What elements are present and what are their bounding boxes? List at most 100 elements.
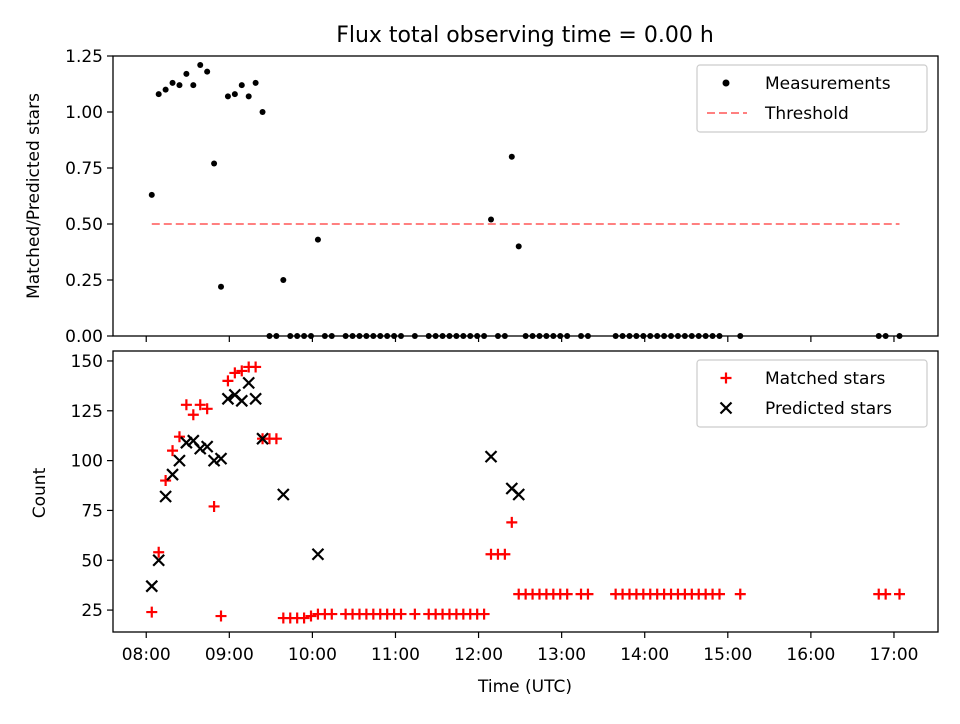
matched-stars-point — [180, 399, 192, 411]
y-tick-label: 0.75 — [65, 159, 103, 179]
x-tick-label: 10:00 — [288, 645, 337, 665]
y-tick-label: 0.25 — [65, 271, 103, 291]
matched-stars-point — [298, 612, 310, 624]
matched-stars-point — [305, 610, 317, 622]
legend-label: Measurements — [765, 74, 891, 94]
y-tick-label: 25 — [81, 601, 103, 621]
legend-measurements-swatch — [722, 79, 730, 87]
matched-stars-point — [478, 608, 490, 620]
predicted-stars-point — [180, 436, 193, 449]
x-tick-label: 12:00 — [454, 645, 503, 665]
legend-label: Threshold — [764, 104, 849, 124]
count-y-axis-label: Count — [30, 467, 50, 518]
predicted-stars-point — [145, 579, 159, 593]
x-tick-label: 15:00 — [703, 645, 752, 665]
measurements-point — [169, 79, 176, 86]
count-y-ticks: 25 50 75 100 125 150 — [71, 352, 113, 621]
ratio-y-ticks: 0.00 0.25 0.50 0.75 1.00 1.25 — [65, 47, 113, 347]
measurements-point — [488, 216, 495, 223]
x-axis-label: Time (UTC) — [477, 677, 572, 697]
ratio-plot-frame — [112, 55, 939, 337]
matched-stars-point — [561, 588, 573, 600]
matched-stars-point — [409, 608, 421, 620]
measurements-point — [162, 86, 169, 93]
matched-stars-point — [229, 367, 241, 379]
measurements-point — [280, 277, 287, 283]
count-legend: Matched stars Predicted stars — [696, 359, 928, 428]
x-tick-label: 09:00 — [205, 645, 254, 665]
matched-stars-point — [880, 588, 892, 600]
x-tick-label: 14:00 — [620, 645, 669, 665]
predicted-stars-point — [249, 392, 262, 406]
legend-matched-stars-swatch — [720, 372, 732, 384]
measurements-point — [197, 61, 204, 68]
y-tick-label: 125 — [71, 402, 103, 422]
measurements-point — [176, 82, 183, 89]
y-tick-label: 75 — [81, 501, 103, 521]
predicted-stars-point — [214, 452, 228, 465]
y-tick-label: 100 — [71, 452, 103, 472]
matched-stars-point — [201, 403, 213, 415]
measurements-point — [211, 160, 218, 167]
measurements-point — [204, 68, 211, 75]
x-tick-label: 08:00 — [122, 645, 171, 665]
x-tick-label: 11:00 — [371, 645, 420, 665]
ratio-legend: Measurements Threshold — [696, 64, 928, 133]
predicted-stars-point — [256, 432, 269, 445]
ratio-panel: Matched/Predicted stars 0.00 0.25 0.50 0.75… — [24, 47, 939, 347]
matched-stars-point — [250, 361, 262, 373]
predicted-stars-point — [152, 553, 165, 567]
count-x-ticks: 08:00 09:00 10:00 11:00 12:00 13:00 14:00 15:00… — [122, 632, 918, 665]
matched-stars-point — [146, 606, 158, 618]
predicted-stars-point — [484, 450, 498, 463]
measurements-point — [148, 191, 155, 198]
y-tick-label: 0.00 — [65, 327, 103, 347]
measurements-point — [238, 82, 245, 89]
matched-stars-point — [167, 445, 179, 457]
matched-stars-point — [894, 588, 906, 600]
predicted-stars-point — [221, 392, 235, 406]
measurements-point — [183, 70, 190, 77]
chart-title: Flux total observing time = 0.00 h — [336, 23, 714, 48]
measurements-point — [190, 82, 197, 89]
matched-stars-point — [270, 433, 282, 445]
legend-box — [696, 64, 928, 133]
measurements-point — [314, 236, 321, 243]
matched-stars-point — [153, 546, 165, 558]
matched-stars-point — [222, 375, 234, 387]
predicted-stars-point — [512, 488, 525, 501]
matched-stars-point — [208, 500, 220, 512]
predicted-stars-point — [207, 454, 221, 467]
predicted-stars-point — [242, 376, 255, 390]
matched-stars-point — [194, 399, 206, 411]
matched-stars-point — [160, 475, 172, 487]
y-tick-label: 50 — [81, 551, 103, 571]
ratio-y-axis-label: Matched/Predicted stars — [24, 93, 44, 299]
x-tick-label: 13:00 — [537, 645, 586, 665]
predicted-stars-point — [311, 547, 325, 561]
count-marks — [145, 361, 906, 624]
measurements-point — [515, 243, 522, 250]
count-plot-frame — [112, 350, 939, 633]
matched-stars-point — [215, 610, 227, 622]
matched-stars-point — [326, 608, 338, 620]
matched-stars-point — [734, 588, 746, 600]
y-tick-label: 1.00 — [65, 103, 103, 123]
x-tick-label: 16:00 — [786, 645, 835, 665]
measurements-point — [224, 93, 231, 100]
y-tick-label: 1.25 — [65, 47, 103, 67]
count-panel: Count 25 50 75 100 125 150 08:00 09:00 10:00 11:… — [30, 350, 939, 665]
y-tick-label: 0.50 — [65, 215, 103, 235]
predicted-stars-point — [159, 490, 172, 503]
legend-label: Matched stars — [765, 369, 885, 389]
matched-stars-point — [173, 431, 185, 443]
matched-stars-point — [499, 548, 511, 560]
measurements-point — [259, 109, 266, 115]
measurements-point — [508, 153, 515, 160]
predicted-stars-point — [200, 440, 214, 453]
x-tick-label: 17:00 — [869, 645, 918, 665]
matched-stars-point — [395, 608, 407, 620]
predicted-stars-point — [173, 454, 186, 467]
